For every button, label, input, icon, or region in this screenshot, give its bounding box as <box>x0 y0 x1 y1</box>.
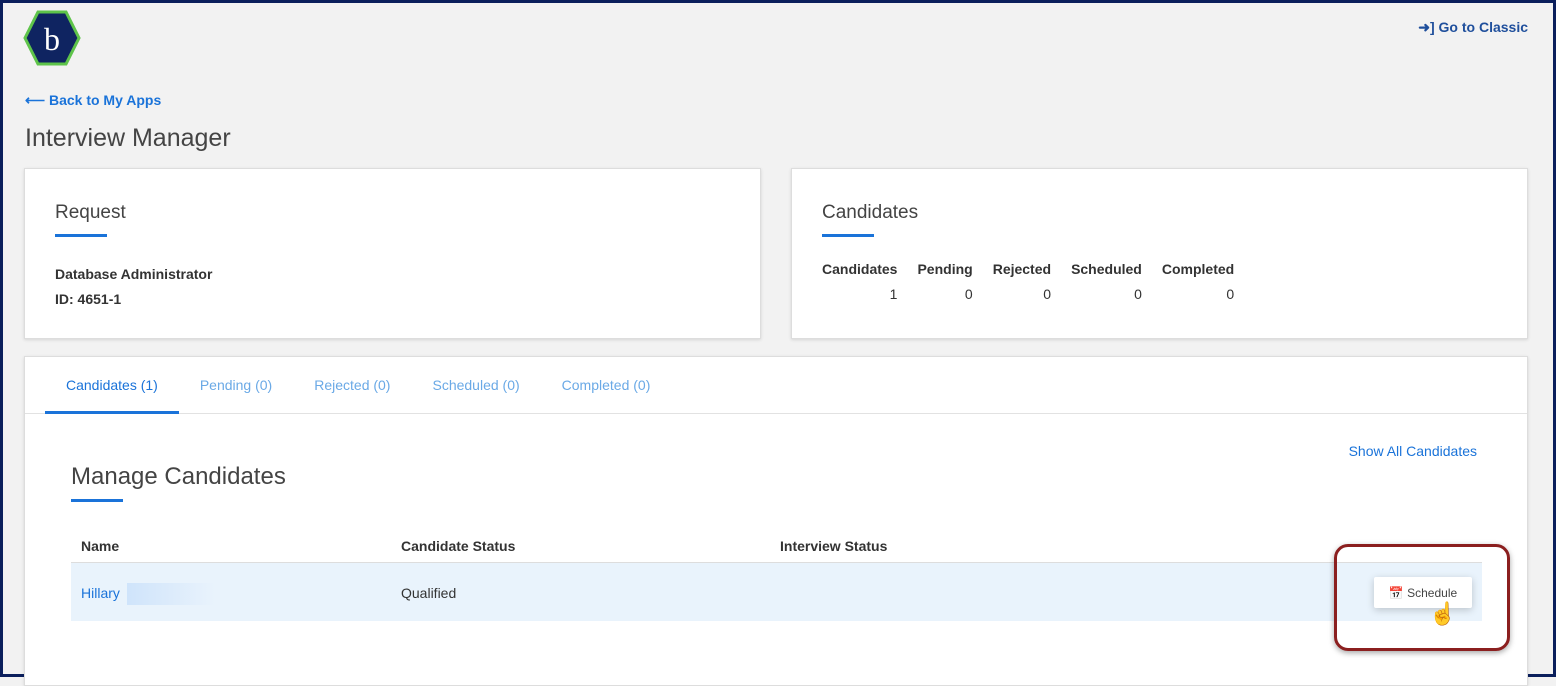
candidate-name-link[interactable]: Hillary <box>81 585 120 601</box>
back-to-apps-link[interactable]: ⟵ Back to My Apps <box>25 92 161 109</box>
request-title: Request <box>55 202 126 223</box>
candidates-title: Candidates <box>822 202 919 223</box>
stat-pending: Pending 0 <box>917 261 973 302</box>
logo: b <box>23 10 81 66</box>
title-underline <box>822 234 874 237</box>
candidates-panel: Candidates (1) Pending (0) Rejected (0) … <box>24 356 1528 686</box>
schedule-button[interactable]: 📅 Schedule <box>1374 577 1472 608</box>
tab-scheduled[interactable]: Scheduled (0) <box>432 377 520 393</box>
request-card: Request Database Administrator ID: 4651-1 <box>24 168 761 339</box>
request-id: ID: 4651-1 <box>55 291 122 307</box>
tab-completed[interactable]: Completed (0) <box>561 377 651 393</box>
table-row: Hillary Qualified 📅 Schedule <box>71 563 1482 621</box>
go-to-classic-label: Go to Classic <box>1438 19 1528 35</box>
redacted-surname <box>127 583 215 605</box>
title-underline <box>55 234 107 237</box>
job-title: Database Administrator <box>55 266 213 282</box>
page-title: Interview Manager <box>25 124 231 152</box>
tab-rejected[interactable]: Rejected (0) <box>314 377 391 393</box>
col-candidate-status: Candidate Status <box>401 538 516 554</box>
tab-candidates[interactable]: Candidates (1) <box>45 357 179 414</box>
section-title: Manage Candidates <box>71 463 286 490</box>
stat-completed: Completed 0 <box>1161 261 1235 302</box>
back-label: Back to My Apps <box>48 92 162 108</box>
col-interview-status: Interview Status <box>780 538 888 554</box>
schedule-label: Schedule <box>1407 585 1458 600</box>
candidates-summary-card: Candidates Candidates 1 Pending 0 Rejected… <box>791 168 1528 339</box>
tab-pending[interactable]: Pending (0) <box>199 377 273 393</box>
hand-cursor-icon: ☝ <box>1429 601 1457 626</box>
candidate-status: Qualified <box>401 585 457 601</box>
svg-text:b: b <box>44 21 60 57</box>
arrow-left-icon: ⟵ <box>25 92 46 108</box>
col-name: Name <box>81 538 120 554</box>
stat-scheduled: Scheduled 0 <box>1071 261 1142 302</box>
sign-in-icon: ➜] <box>1418 19 1435 35</box>
go-to-classic-link[interactable]: ➜] Go to Classic <box>1418 19 1528 36</box>
show-all-candidates-link[interactable]: Show All Candidates <box>1348 443 1477 459</box>
tab-bar: Candidates (1) Pending (0) Rejected (0) … <box>45 357 671 414</box>
calendar-plus-icon: 📅 <box>1388 585 1404 600</box>
stat-candidates: Candidates 1 <box>822 261 898 302</box>
title-underline <box>71 499 123 502</box>
highlight-annotation <box>1334 544 1510 651</box>
stat-rejected: Rejected 0 <box>992 261 1052 302</box>
